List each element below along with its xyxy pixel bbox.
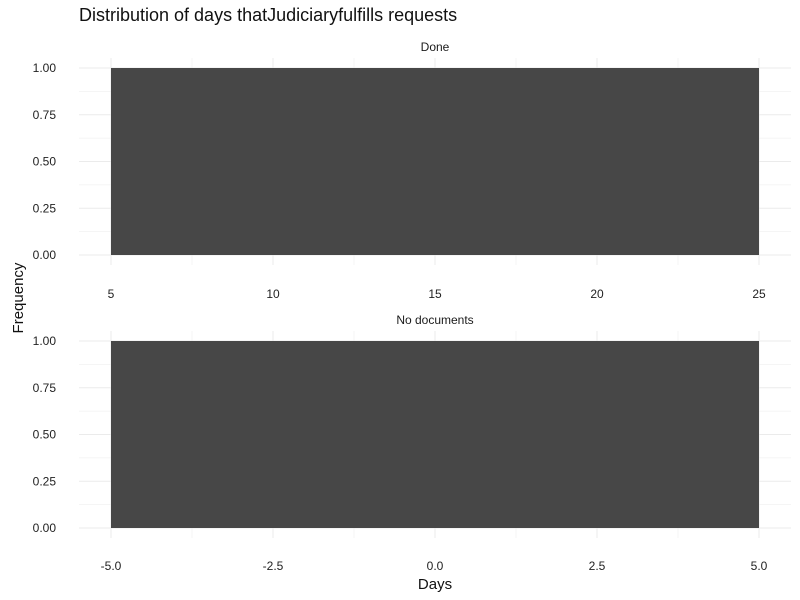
chart-title: Distribution of days thatJudiciaryfulfil… bbox=[79, 5, 458, 25]
x-tick-label: 5 bbox=[108, 287, 115, 301]
y-tick-label: 0.25 bbox=[33, 474, 57, 488]
y-tick-label: 0.50 bbox=[33, 155, 57, 169]
x-tick-label: -2.5 bbox=[263, 559, 284, 573]
x-tick-label: 2.5 bbox=[589, 559, 606, 573]
x-tick-label: 20 bbox=[590, 287, 604, 301]
x-tick-label: 15 bbox=[428, 287, 442, 301]
y-tick-label: 1.00 bbox=[33, 61, 57, 75]
y-axis-title: Frequency bbox=[10, 262, 27, 333]
y-tick-label: 0.00 bbox=[33, 248, 57, 262]
facet-strip-label: No documents bbox=[396, 313, 473, 327]
facet-strip-label: Done bbox=[421, 40, 450, 54]
x-tick-label: 10 bbox=[266, 287, 280, 301]
x-axis-title: Days bbox=[418, 576, 452, 593]
y-tick-label: 0.75 bbox=[33, 381, 57, 395]
histogram-bar bbox=[111, 341, 759, 528]
histogram-bar bbox=[111, 68, 759, 255]
y-tick-label: 0.00 bbox=[33, 521, 57, 535]
x-tick-label: 0.0 bbox=[427, 559, 444, 573]
y-tick-label: 0.75 bbox=[33, 108, 57, 122]
x-tick-label: 5.0 bbox=[751, 559, 768, 573]
facet-panel-done: 0.00 0.25 0.50 0.75 1.00 5 10 15 20 25 Done bbox=[33, 40, 791, 301]
x-tick-label: 25 bbox=[752, 287, 766, 301]
x-tick-label: -5.0 bbox=[101, 559, 122, 573]
facet-panel-no-documents: 0.00 0.25 0.50 0.75 1.00 -5.0 -2.5 0.0 2.5 5.0 No … bbox=[33, 313, 791, 573]
y-tick-label: 1.00 bbox=[33, 334, 57, 348]
y-tick-label: 0.50 bbox=[33, 428, 57, 442]
y-tick-label: 0.25 bbox=[33, 201, 57, 215]
